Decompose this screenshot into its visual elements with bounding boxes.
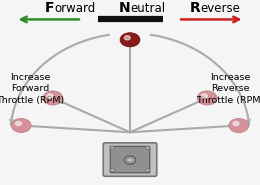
Circle shape	[124, 36, 130, 40]
Circle shape	[124, 156, 136, 164]
Text: N: N	[118, 1, 130, 15]
Text: Increase
Reverse
Throttle (RPM): Increase Reverse Throttle (RPM)	[196, 73, 260, 105]
FancyBboxPatch shape	[110, 146, 150, 173]
Circle shape	[120, 33, 140, 47]
Circle shape	[146, 169, 150, 172]
Circle shape	[11, 118, 31, 132]
Text: F: F	[45, 1, 55, 15]
Circle shape	[233, 121, 239, 126]
Circle shape	[110, 146, 114, 149]
Circle shape	[229, 118, 249, 132]
Circle shape	[47, 94, 53, 98]
Circle shape	[197, 91, 217, 105]
Circle shape	[16, 121, 21, 126]
Circle shape	[127, 158, 133, 162]
Text: orward: orward	[55, 2, 96, 15]
FancyBboxPatch shape	[103, 143, 157, 176]
Text: everse: everse	[200, 2, 240, 15]
Circle shape	[146, 146, 150, 149]
Text: eutral: eutral	[130, 2, 165, 15]
Circle shape	[202, 94, 207, 98]
Text: Increase
Forward
Throttle (RPM): Increase Forward Throttle (RPM)	[0, 73, 64, 105]
Text: R: R	[190, 1, 200, 15]
Circle shape	[43, 91, 63, 105]
Circle shape	[110, 169, 114, 172]
